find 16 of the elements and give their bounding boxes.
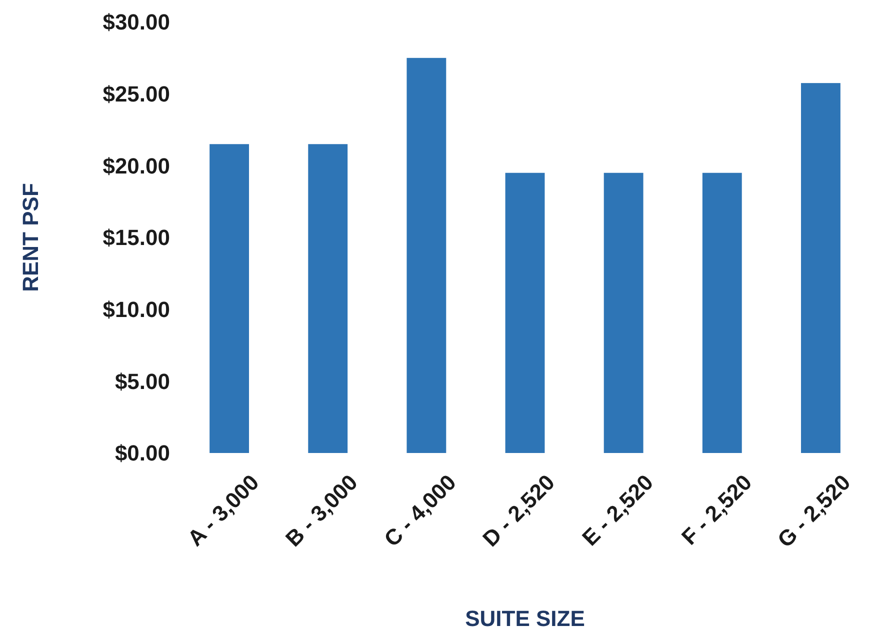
x-axis-title: SUITE SIZE bbox=[465, 606, 585, 631]
bar bbox=[210, 144, 249, 453]
bar bbox=[801, 83, 840, 453]
y-tick-label: $5.00 bbox=[114, 368, 170, 394]
y-tick-label: $30.00 bbox=[102, 10, 170, 35]
y-tick-label: $25.00 bbox=[102, 82, 170, 107]
y-tick-label: $10.00 bbox=[102, 297, 170, 322]
bar bbox=[406, 58, 446, 453]
y-tick-label: $0.00 bbox=[114, 440, 170, 466]
bar bbox=[308, 144, 348, 453]
y-axis-title: RENT PSF bbox=[18, 183, 43, 292]
bar bbox=[604, 172, 644, 453]
y-tick-label: $15.00 bbox=[102, 225, 170, 250]
y-tick-label: $20.00 bbox=[102, 153, 170, 178]
bar bbox=[505, 172, 545, 453]
bar bbox=[702, 172, 742, 453]
